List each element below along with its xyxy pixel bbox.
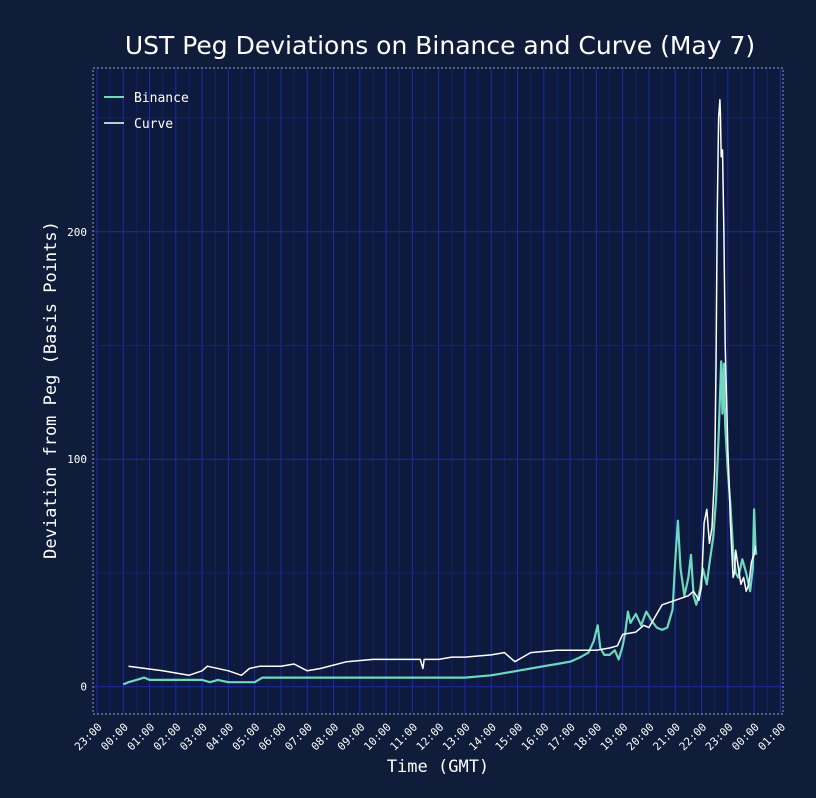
- curve-series-line: [128, 99, 757, 677]
- legend: Binance Curve: [104, 91, 189, 132]
- y-axis-label: Deviation from Peg (Basis Points): [41, 221, 61, 559]
- chart-title: UST Peg Deviations on Binance and Curve …: [125, 31, 755, 60]
- plot-area: [93, 68, 783, 714]
- x-axis-label: Time (GMT): [387, 757, 489, 777]
- plot-frame: [92, 67, 784, 715]
- series-layer: [122, 99, 758, 686]
- binance-series-line: [122, 360, 758, 686]
- grid: [93, 68, 783, 714]
- legend-curve-label: Curve: [134, 117, 173, 132]
- legend-binance-label: Binance: [134, 91, 189, 106]
- y-tick-label: 0: [80, 681, 87, 694]
- y-tick-label: 100: [67, 453, 87, 466]
- y-tick-label: 200: [67, 226, 87, 239]
- y-tick-labels: 0 100 200: [67, 226, 87, 694]
